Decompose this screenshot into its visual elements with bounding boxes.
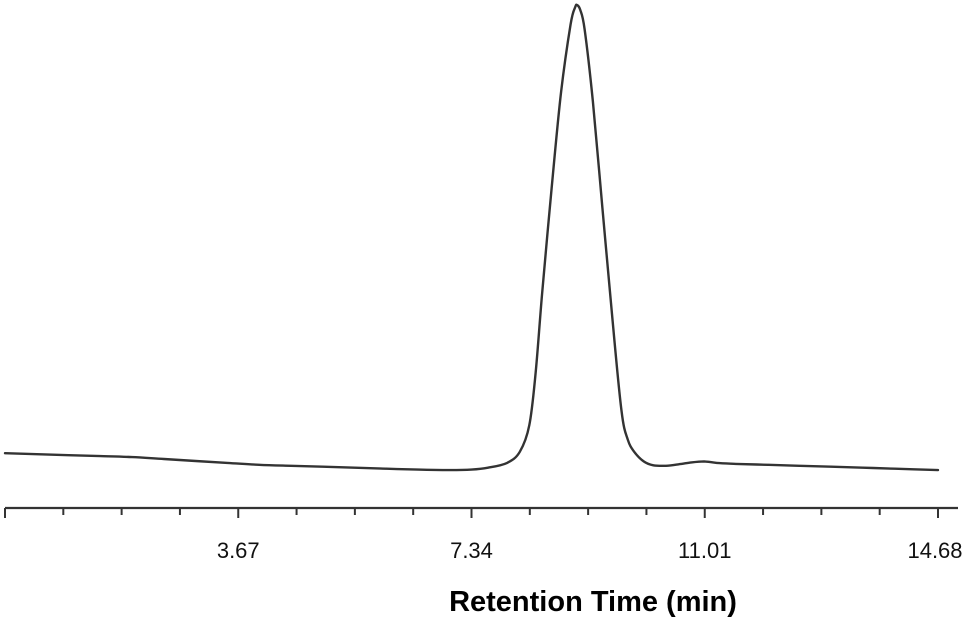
x-tick-label: 14.68 [907, 538, 962, 563]
x-tick-label: 3.67 [217, 538, 260, 563]
x-tick-label: 7.34 [450, 538, 493, 563]
chromatogram-trace [3, 3, 940, 472]
x-axis-tick-labels: 3.67 7.34 11.01 14.68 [217, 538, 963, 563]
x-axis: 3.67 7.34 11.01 14.68 Retention Time (min) [4, 506, 963, 618]
x-axis-title: Retention Time (min) [449, 586, 737, 618]
x-axis-ticks [4, 508, 939, 518]
plot-area [3, 3, 940, 472]
x-tick-label: 11.01 [678, 538, 731, 563]
